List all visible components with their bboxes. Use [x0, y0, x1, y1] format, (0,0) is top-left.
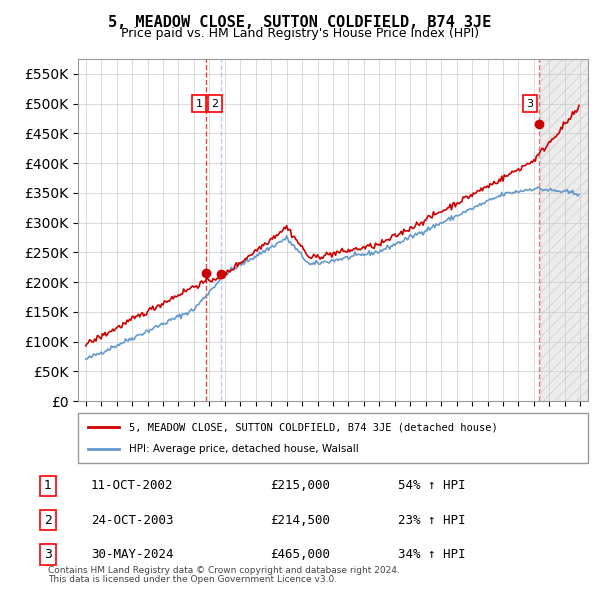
Text: HPI: Average price, detached house, Walsall: HPI: Average price, detached house, Wals…: [129, 444, 359, 454]
Text: £214,500: £214,500: [270, 514, 330, 527]
Text: 30-MAY-2024: 30-MAY-2024: [91, 548, 173, 561]
Text: 1: 1: [196, 99, 203, 109]
Text: 34% ↑ HPI: 34% ↑ HPI: [398, 548, 466, 561]
Text: Contains HM Land Registry data © Crown copyright and database right 2024.: Contains HM Land Registry data © Crown c…: [48, 566, 400, 575]
Text: 3: 3: [526, 99, 533, 109]
Text: This data is licensed under the Open Government Licence v3.0.: This data is licensed under the Open Gov…: [48, 575, 337, 584]
Text: £465,000: £465,000: [270, 548, 330, 561]
Text: 2: 2: [211, 99, 218, 109]
Text: 2: 2: [44, 514, 52, 527]
Text: 11-OCT-2002: 11-OCT-2002: [91, 480, 173, 493]
Text: 1: 1: [44, 480, 52, 493]
Text: 3: 3: [44, 548, 52, 561]
Text: £215,000: £215,000: [270, 480, 330, 493]
Text: 5, MEADOW CLOSE, SUTTON COLDFIELD, B74 3JE (detached house): 5, MEADOW CLOSE, SUTTON COLDFIELD, B74 3…: [129, 422, 498, 432]
Text: 23% ↑ HPI: 23% ↑ HPI: [398, 514, 466, 527]
Text: Price paid vs. HM Land Registry's House Price Index (HPI): Price paid vs. HM Land Registry's House …: [121, 27, 479, 40]
Text: 54% ↑ HPI: 54% ↑ HPI: [398, 480, 466, 493]
Text: 5, MEADOW CLOSE, SUTTON COLDFIELD, B74 3JE: 5, MEADOW CLOSE, SUTTON COLDFIELD, B74 3…: [109, 15, 491, 30]
Bar: [540, 59, 588, 401]
FancyBboxPatch shape: [78, 413, 588, 463]
Text: 24-OCT-2003: 24-OCT-2003: [91, 514, 173, 527]
